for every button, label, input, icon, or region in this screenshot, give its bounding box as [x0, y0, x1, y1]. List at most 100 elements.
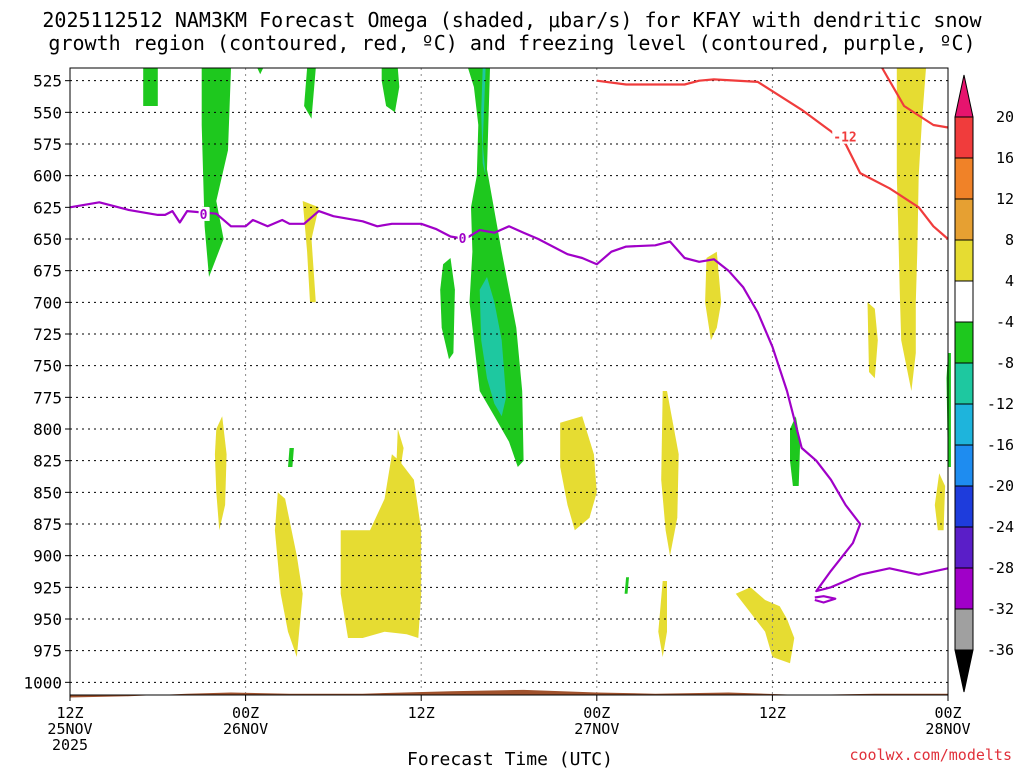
xlabel-60-0: 00Z [934, 704, 961, 722]
omega-region-8 [440, 258, 455, 360]
ylabel-750: 750 [33, 357, 62, 376]
xlabel-24-0: 12Z [408, 704, 435, 722]
colorbar-label-10: -24 [987, 518, 1014, 536]
ylabel-600: 600 [33, 167, 62, 186]
colorbar-bin-6 [954, 362, 974, 405]
colorbar-label-11: -28 [987, 559, 1014, 577]
colorbar-label-2: 12 [996, 190, 1014, 208]
colorbar-bin-11 [954, 567, 974, 610]
colorbar-label-3: 8 [1005, 231, 1014, 249]
colorbar-label-7: -12 [987, 395, 1014, 413]
omega-region-10 [624, 577, 629, 594]
xlabel-12-1: 26NOV [223, 720, 268, 738]
ylabel-950: 950 [33, 610, 62, 629]
xlabel-12-0: 00Z [232, 704, 259, 722]
colorbar-label-9: -20 [987, 477, 1014, 495]
xlabel-60-1: 28NOV [925, 720, 970, 738]
plot-frame [69, 67, 949, 696]
omega-region-5 [468, 68, 524, 467]
freezing-label-1-bg [198, 206, 210, 221]
omega-region-23 [867, 302, 878, 379]
omega-region-12 [946, 353, 951, 467]
omega-region-18 [560, 416, 597, 531]
ylabel-825: 825 [33, 452, 62, 471]
title-line-2: growth region (contoured, red, ºC) and f… [48, 31, 975, 55]
ylabel-725: 725 [33, 325, 62, 344]
ylabel-575: 575 [33, 135, 62, 154]
omega-region-7 [479, 277, 507, 417]
omega-region-13 [214, 416, 227, 531]
freezing-level-line [69, 201, 949, 593]
omega-region-15 [274, 492, 303, 657]
plot-area: 0 0 -12 [69, 67, 951, 698]
colorbar-bin-8 [954, 444, 974, 487]
colorbar-bin-0 [954, 116, 974, 159]
colorbar-bin-3 [954, 239, 974, 282]
colorbar-label-13: -36 [987, 641, 1014, 659]
colorbar-bin-12 [954, 608, 974, 651]
colorbar-label-1: 16 [996, 149, 1014, 167]
ylabel-700: 700 [33, 293, 62, 312]
xlabel-0-1: 25NOV [47, 720, 92, 738]
omega-region-2 [257, 68, 264, 75]
colorbar-bottom-arrow [954, 649, 974, 693]
freezing-label-2-bg [457, 231, 469, 245]
ylabel-625: 625 [33, 198, 62, 217]
xlabel-48-0: 12Z [759, 704, 786, 722]
terrain [70, 689, 948, 698]
colorbar-bin-7 [954, 403, 974, 446]
omega-region-17 [396, 429, 404, 467]
dgz-isotherm-line-2 [881, 67, 949, 129]
omega-region-1 [201, 68, 231, 277]
xlabel-36-0: 00Z [583, 704, 610, 722]
colorbar-bin-2 [954, 198, 974, 241]
colorbar-bin-5 [954, 321, 974, 364]
colorbar-bin-9 [954, 485, 974, 528]
omega-region-14 [302, 201, 319, 303]
dgz-label: -12 [833, 131, 856, 146]
ylabel-875: 875 [33, 515, 62, 534]
omega-region-3 [304, 68, 316, 119]
title-line-1: 2025112512 NAM3KM Forecast Omega (shaded… [42, 8, 982, 32]
omega-region-19 [661, 391, 679, 556]
omega-region-20 [658, 581, 667, 657]
omega-region-25 [934, 473, 946, 531]
colorbar-label-12: -32 [987, 600, 1014, 618]
xlabel-0-2: 2025 [52, 736, 88, 754]
xlabel-36-1: 27NOV [574, 720, 619, 738]
xlabel-0-0: 12Z [56, 704, 83, 722]
ylabel-925: 925 [33, 578, 62, 597]
credit-text: coolwx.com/modelts [849, 746, 1012, 764]
colorbar-label-5: -4 [996, 313, 1014, 331]
y-axis-labels: 525 550 575 600 625 650 675 700 725 750 775 800 825 8… [23, 72, 70, 692]
freezing-level-loop [814, 595, 837, 604]
x-axis-title: Forecast Time (UTC) [407, 749, 613, 768]
omega-region-22 [735, 587, 795, 664]
freezing-label-2: 0 [459, 232, 467, 247]
ylabel-975: 975 [33, 642, 62, 661]
omega-region-4 [381, 68, 400, 113]
ylabel-800: 800 [33, 420, 62, 439]
colorbar-bin-1 [954, 157, 974, 200]
colorbar-bin-10 [954, 526, 974, 569]
omega-region-0 [143, 68, 158, 106]
dgz-label-bg [832, 129, 862, 144]
ylabel-850: 850 [33, 483, 62, 502]
colorbar: 20 16 12 8 4 -4 -8 -12 -16 -20 -24 -28 -32 -36 [954, 74, 1014, 693]
colorbar-top-arrow [954, 74, 974, 118]
ylabel-525: 525 [33, 72, 62, 91]
colorbar-label-0: 20 [996, 108, 1014, 126]
omega-region-9 [288, 448, 294, 467]
ylabel-775: 775 [33, 388, 62, 407]
ylabel-900: 900 [33, 547, 62, 566]
omega-region-16 [340, 454, 422, 638]
ylabel-550: 550 [33, 103, 62, 122]
colorbar-label-4: 4 [1005, 272, 1014, 290]
omega-region-21 [705, 251, 722, 341]
ylabel-1000: 1000 [23, 673, 62, 692]
omega-region-24 [896, 68, 926, 391]
ylabel-675: 675 [33, 262, 62, 281]
colorbar-bin-4 [954, 280, 974, 323]
